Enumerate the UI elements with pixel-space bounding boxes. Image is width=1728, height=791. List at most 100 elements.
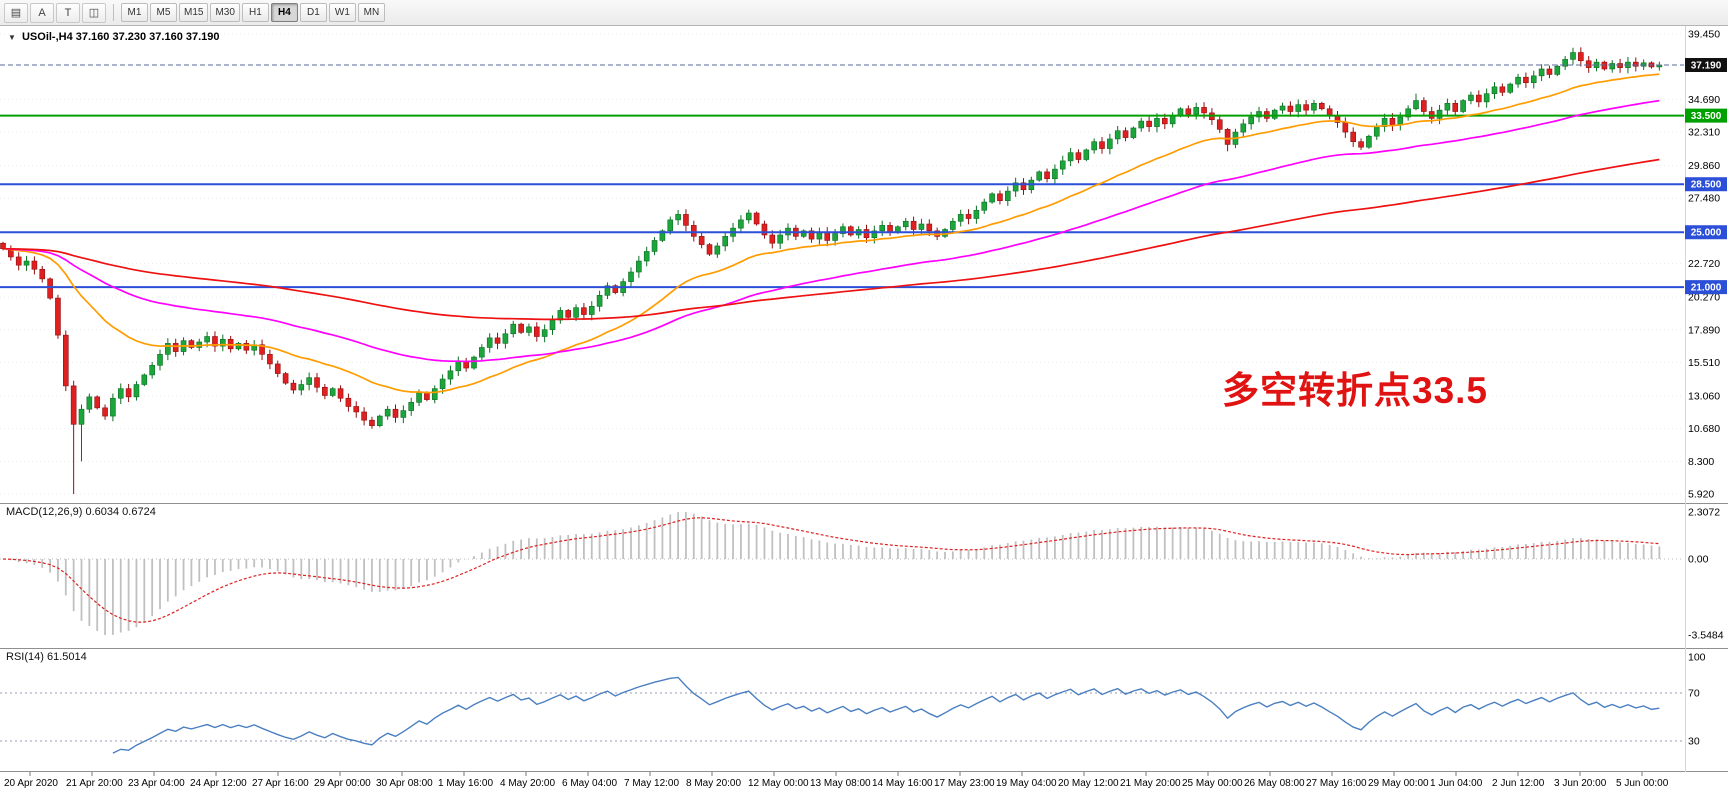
candle [588,301,595,321]
candle [1656,61,1663,71]
candle [188,339,195,350]
charts-grid-icon[interactable]: ▤ [4,2,28,23]
candle [337,385,344,402]
time-tick-label: 29 May 00:00 [1368,778,1429,789]
price-badge-label: 37.190 [1691,61,1722,72]
timeframe-D1[interactable]: D1 [299,3,327,22]
candle [329,387,336,398]
price-tick-label: 39.450 [1688,29,1720,41]
candle [133,381,140,401]
candle [1405,105,1411,121]
candle [274,360,281,378]
candle [926,219,933,237]
toolbar-separator [113,4,114,21]
candle [486,333,493,353]
timeframe-M5[interactable]: M5 [150,3,177,22]
collapse-chevron-icon[interactable]: ▼ [8,33,16,42]
candle [141,373,148,387]
timeframe-M30[interactable]: M30 [210,3,240,22]
price-badge: 21.000 [1685,280,1727,295]
candle [1578,47,1584,67]
candle [989,192,995,204]
candle [1421,97,1427,116]
candle [1004,186,1011,206]
candle [840,223,846,238]
candle [102,404,108,420]
time-tick-label: 1 May 16:00 [438,778,493,789]
candle [1319,101,1325,111]
macd-histogram [9,512,1661,635]
price-badge-label: 33.500 [1691,111,1722,122]
candle [1067,147,1074,167]
draw-objects-tool-icon[interactable]: ◫ [82,2,106,23]
candle [408,397,415,416]
time-tick-label: 25 May 00:00 [1182,778,1243,789]
time-axis: 20 Apr 2020 21 Apr 20:00 23 Apr 04:00 24 Ap… [4,772,1669,789]
price-tick-label: 8.300 [1688,456,1714,468]
candle [235,341,242,351]
candle [965,209,972,225]
cursor-arrow-tool-icon[interactable]: A [30,2,54,23]
candle [1570,47,1576,65]
candle [15,252,22,271]
candle [557,307,564,324]
timeframe-H4[interactable]: H4 [270,3,298,22]
candle [981,198,988,214]
candle [636,255,642,278]
time-tick-label: 20 May 12:00 [1058,778,1119,789]
candle [1452,99,1459,116]
candle [1381,113,1388,132]
candle [1546,65,1553,79]
price-badge-label: 25.000 [1691,228,1722,239]
candle [471,355,477,370]
candle [259,339,265,361]
toolbar: ▤ A T ◫ M1 M5 M15 M30 H1 H4 D1 W1 MN [0,0,1728,26]
candle [70,380,77,494]
candle [1483,88,1490,108]
candle [675,210,681,226]
time-tick-label: 3 Jun 20:00 [1554,778,1607,789]
rsi-tick-label: 100 [1688,652,1706,664]
candle [706,243,713,256]
candle [157,349,163,371]
candle [376,414,383,428]
candle [267,349,273,370]
candle [950,217,956,234]
time-tick-label: 23 Apr 04:00 [128,778,185,789]
candle [738,215,744,234]
candle [690,220,697,242]
timeframe-M1[interactable]: M1 [121,3,148,22]
candle [361,407,367,426]
timeframe-MN[interactable]: MN [357,3,385,22]
candle [769,230,776,249]
time-tick-label: 30 Apr 08:00 [376,778,433,789]
candle [1295,99,1302,118]
price-tick-label: 34.690 [1688,94,1720,106]
candle [110,393,116,422]
candle [306,372,312,391]
candle [78,404,85,462]
candle [172,338,179,357]
candle [463,357,469,372]
candle [1633,57,1639,72]
price-badge: 33.500 [1685,108,1727,123]
price-badge: 37.190 [1685,58,1727,73]
timeframe-H1[interactable]: H1 [241,3,269,22]
price-tick-label: 15.510 [1688,357,1720,369]
macd-tick-label: 2.3072 [1688,507,1720,519]
candle [494,332,501,350]
candle [47,277,53,300]
text-label-tool-icon[interactable]: T [56,2,80,23]
time-tick-label: 8 May 20:00 [686,778,741,789]
candle [1601,60,1608,71]
candle [1468,91,1474,105]
candle [581,303,587,320]
timeframe-M15[interactable]: M15 [179,3,209,22]
candle [1083,148,1090,162]
timeframe-W1[interactable]: W1 [328,3,356,22]
time-tick-label: 17 May 23:00 [934,778,995,789]
symbol-ohlc-text: USOil-,H4 37.160 37.230 37.160 37.190 [21,31,220,43]
candle [1358,138,1364,150]
candle [125,383,132,403]
chart-canvas[interactable]: 39.450 34.690 32.310 29.860 27.480 22.720 20.2… [0,26,1728,791]
